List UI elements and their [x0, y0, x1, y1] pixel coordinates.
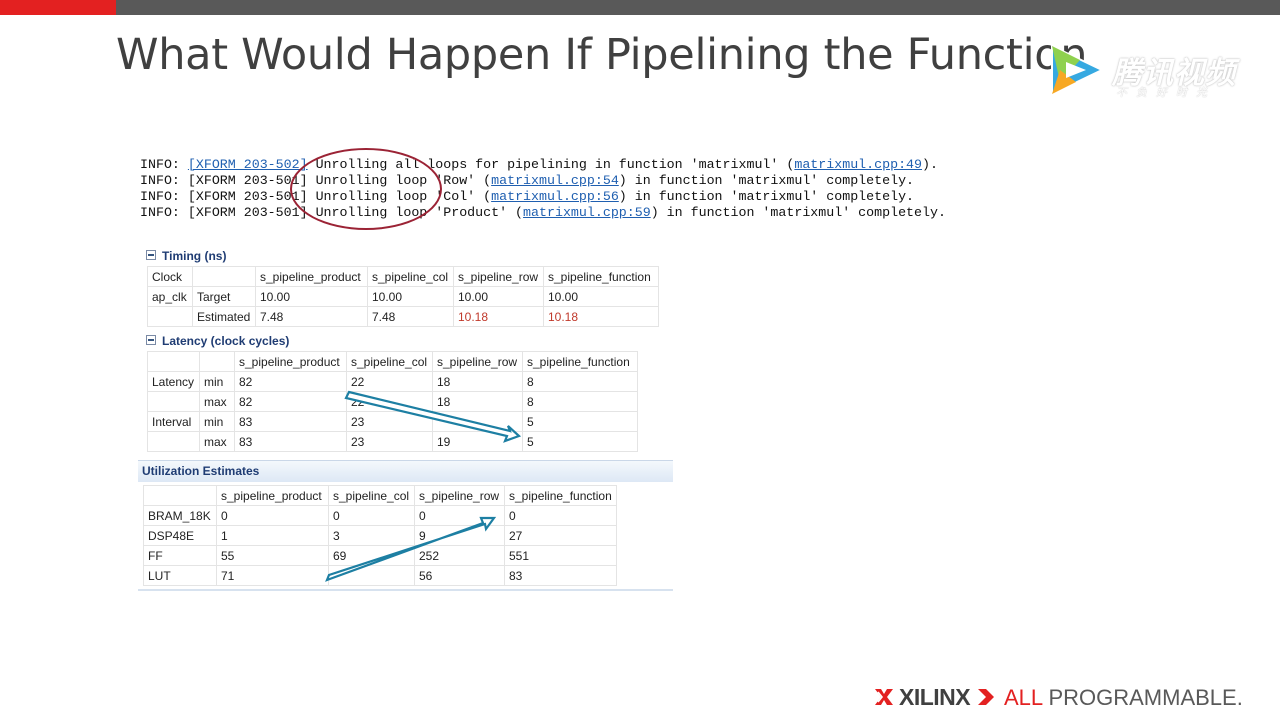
table-cell-violation: 10.18 — [543, 306, 659, 327]
table-header-cell: s_pipeline_col — [367, 266, 454, 287]
latency-trend-arrow-icon — [344, 390, 522, 443]
table-row: max 83 23 19 5 — [147, 431, 638, 452]
utilization-table: s_pipeline_product s_pipeline_col s_pipe… — [143, 485, 617, 586]
top-bar — [0, 0, 1280, 15]
tagline: ALL PROGRAMMABLE. — [1004, 685, 1243, 711]
table-cell: 5 — [522, 431, 638, 452]
console-prefix: INFO: — [140, 173, 188, 188]
table-header-row: s_pipeline_product s_pipeline_col s_pipe… — [147, 351, 638, 372]
console-link[interactable]: matrixmul.cpp:49 — [794, 157, 923, 172]
watermark-slogan: 不负好时光 — [1116, 87, 1216, 99]
collapse-icon — [146, 335, 156, 345]
tagline-programmable: PROGRAMMABLE. — [1048, 685, 1243, 710]
console-text: ). — [922, 157, 938, 172]
console-prefix: INFO: — [140, 205, 188, 220]
console-prefix: INFO: — [140, 157, 188, 172]
utilization-header-bar[interactable]: Utilization Estimates — [138, 460, 673, 482]
table-cell: 7.48 — [367, 306, 454, 327]
table-cell: max — [199, 391, 235, 412]
latency-table: s_pipeline_product s_pipeline_col s_pipe… — [147, 351, 638, 452]
console-link[interactable]: matrixmul.cpp:59 — [523, 205, 651, 220]
table-row: FF 55 69 252 551 — [143, 545, 617, 566]
console-link[interactable]: matrixmul.cpp:54 — [491, 173, 619, 188]
table-row: BRAM_18K 0 0 0 0 — [143, 505, 617, 526]
table-row: Interval min 83 23 5 — [147, 411, 638, 432]
table-cell: 56 — [414, 565, 505, 586]
console-text: ) in function 'matrixmul' completely. — [650, 205, 946, 220]
table-cell: 23 — [346, 431, 433, 452]
console-prefix: INFO: — [140, 189, 188, 204]
table-cell: 10.00 — [453, 286, 544, 307]
table-cell: LUT — [143, 565, 217, 586]
console-text: ) in function 'matrixmul' completely. — [618, 189, 915, 204]
table-header-cell: s_pipeline_function — [543, 266, 659, 287]
utilization-trend-arrow-icon — [325, 516, 497, 582]
console-link[interactable]: [XFORM 203-502] — [187, 157, 308, 172]
table-cell-violation: 10.18 — [453, 306, 544, 327]
latency-section-toggle[interactable]: Latency (clock cycles) — [146, 334, 289, 348]
slide-title: What Would Happen If Pipelining the Func… — [116, 30, 1088, 80]
table-cell: BRAM_18K — [143, 505, 217, 526]
table-cell: 18 — [432, 391, 523, 412]
play-logo-icon — [1051, 44, 1105, 96]
watermark-name: 腾讯视频 — [1112, 57, 1236, 90]
collapse-icon — [146, 250, 156, 260]
utilization-bottom-border — [138, 589, 673, 591]
table-cell: 83 — [504, 565, 617, 586]
table-header-cell: s_pipeline_row — [414, 485, 505, 506]
timing-heading: Timing (ns) — [162, 249, 227, 263]
highlight-ellipse — [290, 148, 442, 230]
tagline-all: ALL — [1004, 685, 1043, 710]
chevron-right-icon — [978, 689, 994, 705]
xilinx-x-icon — [875, 689, 893, 705]
latency-heading: Latency (clock cycles) — [162, 334, 290, 348]
table-cell: 7.48 — [255, 306, 368, 327]
timing-table: Clock s_pipeline_product s_pipeline_col … — [147, 266, 659, 327]
timing-section-toggle[interactable]: Timing (ns) — [146, 249, 226, 263]
table-cell: 71 — [216, 565, 329, 586]
top-bar-accent — [0, 0, 116, 15]
console-text: ) in function 'matrixmul' completely. — [618, 173, 915, 188]
table-header-row: Clock s_pipeline_product s_pipeline_col … — [147, 266, 659, 287]
utilization-heading: Utilization Estimates — [142, 464, 260, 478]
video-watermark: 腾讯视频 不负好时光 — [1046, 42, 1246, 102]
table-header-cell: s_pipeline_function — [504, 485, 617, 506]
table-cell: 10.00 — [543, 286, 659, 307]
table-row: Estimated 7.48 7.48 10.18 10.18 — [147, 306, 659, 327]
table-cell: Estimated — [192, 306, 256, 327]
table-cell: max — [199, 431, 235, 452]
table-cell: 551 — [504, 545, 617, 566]
console-code: [XFORM 203-501] — [187, 205, 308, 220]
brand-name: XILINX — [899, 684, 971, 710]
table-header-cell: s_pipeline_product — [216, 485, 329, 506]
console-link[interactable]: matrixmul.cpp:56 — [491, 189, 619, 204]
